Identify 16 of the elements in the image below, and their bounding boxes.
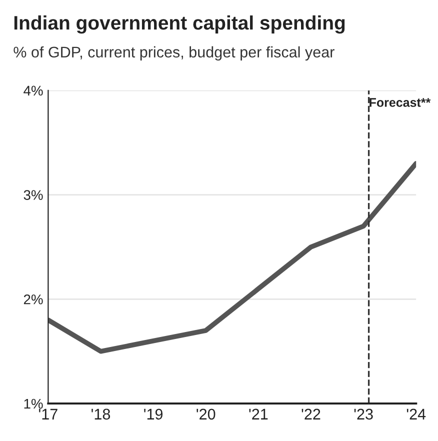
ref-line-label: Forecast** bbox=[370, 98, 431, 107]
x-tick-label: '19 bbox=[144, 408, 163, 420]
chart-subtitle: % of GDP, current prices, budget per fiscal year bbox=[14, 46, 334, 61]
line-series bbox=[48, 161, 416, 354]
y-tick-label: 2% bbox=[24, 294, 43, 304]
x-tick-label: '22 bbox=[302, 408, 320, 420]
y-tick-label: 3% bbox=[24, 190, 43, 200]
y-tick-label: 1% bbox=[24, 398, 43, 409]
x-tick-label: '20 bbox=[196, 408, 216, 420]
x-tick-label: '18 bbox=[92, 408, 110, 420]
y-tick-label: 4% bbox=[24, 86, 43, 96]
x-tick-label: '23 bbox=[354, 408, 373, 420]
x-tick-label: '17 bbox=[39, 408, 58, 420]
x-tick-label: '21 bbox=[249, 408, 268, 420]
x-tick-label: '24 bbox=[406, 408, 426, 420]
chart-title: Indian government capital spending bbox=[14, 15, 345, 34]
